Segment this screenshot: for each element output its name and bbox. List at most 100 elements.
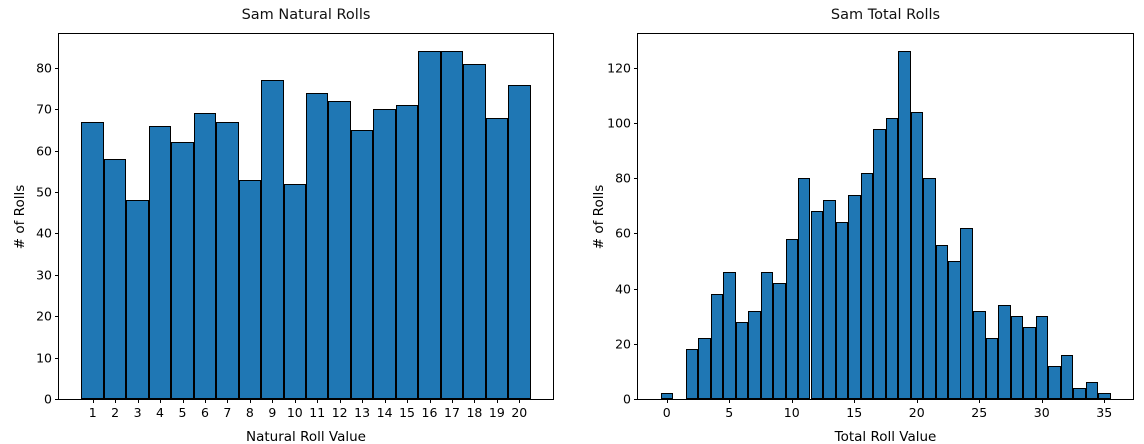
histogram-bar	[1073, 387, 1086, 399]
y-tick-mark	[634, 178, 638, 180]
histogram-bar	[1010, 316, 1023, 399]
histogram-bar	[685, 349, 698, 399]
y-tick-mark	[634, 233, 638, 235]
y-tick-label: 100	[607, 115, 631, 131]
y-tick-mark	[55, 274, 59, 276]
x-tick-mark	[791, 399, 793, 403]
y-tick-label: 50	[36, 184, 52, 200]
y-tick-label: 40	[36, 225, 52, 241]
y-tick-label: 80	[36, 60, 52, 76]
x-tick-mark	[249, 399, 251, 403]
x-tick-label: 20	[908, 405, 925, 420]
plot-area: Sam Natural Rolls Natural Roll Value # o…	[12, 7, 554, 444]
x-tick-label: 15	[399, 405, 415, 420]
x-tick-mark	[362, 399, 364, 403]
x-tick-mark	[317, 399, 319, 403]
x-tick-label: 3	[133, 405, 142, 420]
y-tick-mark	[634, 343, 638, 345]
y-tick-mark	[634, 288, 638, 290]
histogram-bar	[418, 51, 441, 399]
plot-area: Sam Total Rolls Total Roll Value # of Ro…	[591, 7, 1134, 444]
chart-sam-total-rolls: Sam Total Rolls Total Roll Value # of Ro…	[572, 0, 1144, 444]
histogram-bar	[748, 310, 761, 399]
x-tick-mark	[182, 399, 184, 403]
y-tick-label: 60	[36, 143, 52, 159]
x-tick-mark	[407, 399, 409, 403]
histogram-bar	[148, 125, 172, 399]
histogram-bar	[81, 121, 104, 399]
histogram-bar	[985, 338, 998, 399]
y-tick-label: 10	[36, 350, 52, 366]
x-tick-label: 18	[466, 405, 483, 420]
histogram-bar	[1035, 316, 1048, 399]
histogram-bar	[710, 294, 723, 399]
x-tick-mark	[137, 399, 139, 403]
histogram-bar	[350, 130, 374, 399]
x-axis-label: Natural Roll Value	[246, 428, 366, 444]
x-tick-mark	[496, 399, 498, 403]
y-tick-label: 30	[36, 267, 52, 283]
histogram-bar	[823, 200, 836, 399]
y-tick-mark	[634, 67, 638, 69]
histogram-bar	[1048, 365, 1061, 399]
y-tick-mark	[55, 233, 59, 235]
histogram-bar	[723, 272, 736, 399]
histogram-bar	[1085, 382, 1098, 399]
x-tick-label: 30	[1033, 405, 1050, 420]
x-tick-mark	[979, 399, 981, 403]
y-tick-mark	[55, 192, 59, 194]
histogram-bar	[998, 305, 1011, 399]
y-tick-label: 70	[36, 101, 52, 117]
x-tick-label: 0	[662, 405, 671, 420]
histogram-bar	[171, 142, 194, 399]
histogram-bar	[797, 178, 811, 399]
y-tick-label: 0	[44, 391, 52, 407]
histogram-bar	[935, 244, 948, 399]
x-tick-label: 7	[223, 405, 232, 420]
y-tick-label: 20	[36, 308, 52, 324]
histogram-bar	[328, 101, 351, 399]
x-tick-label: 2	[111, 405, 120, 420]
x-tick-mark	[729, 399, 731, 403]
x-tick-mark	[1104, 399, 1106, 403]
histogram-bar	[216, 121, 239, 399]
histogram-bar	[848, 194, 861, 399]
histogram-bar	[948, 261, 961, 399]
y-tick-label: 0	[623, 391, 631, 407]
x-tick-label: 4	[156, 405, 165, 420]
y-tick-mark	[55, 109, 59, 111]
y-tick-label: 60	[615, 225, 631, 241]
y-tick-mark	[55, 316, 59, 318]
histogram-bar	[238, 179, 262, 399]
y-axis-label: # of Rolls	[12, 184, 29, 249]
x-tick-mark	[666, 399, 668, 403]
histogram-bar	[440, 51, 464, 399]
histogram-bar	[485, 117, 509, 399]
x-tick-label: 16	[421, 405, 438, 420]
y-tick-mark	[55, 150, 59, 152]
x-tick-mark	[1041, 399, 1043, 403]
chart-title: Sam Total Rolls	[830, 7, 941, 23]
histogram-bar	[873, 128, 886, 399]
histogram-bar	[698, 338, 711, 399]
histogram-bar	[1023, 327, 1036, 399]
histogram-bar	[1060, 354, 1073, 399]
histogram-bar	[463, 63, 486, 399]
histogram-bar	[773, 283, 786, 399]
histogram-bar	[760, 272, 773, 399]
x-tick-label: 35	[1096, 405, 1113, 420]
x-tick-mark	[160, 399, 162, 403]
x-tick-label: 20	[511, 405, 528, 420]
histogram-bar	[785, 239, 798, 399]
x-tick-label: 8	[245, 405, 254, 420]
histogram-bar	[810, 211, 823, 399]
histogram-bar	[373, 109, 396, 399]
x-tick-mark	[115, 399, 117, 403]
x-tick-mark	[92, 399, 94, 403]
histogram-bar	[193, 113, 217, 399]
x-tick-label: 9	[268, 405, 277, 420]
y-tick-mark	[55, 357, 59, 359]
histogram-bar	[261, 80, 284, 399]
x-tick-label: 19	[488, 405, 505, 420]
